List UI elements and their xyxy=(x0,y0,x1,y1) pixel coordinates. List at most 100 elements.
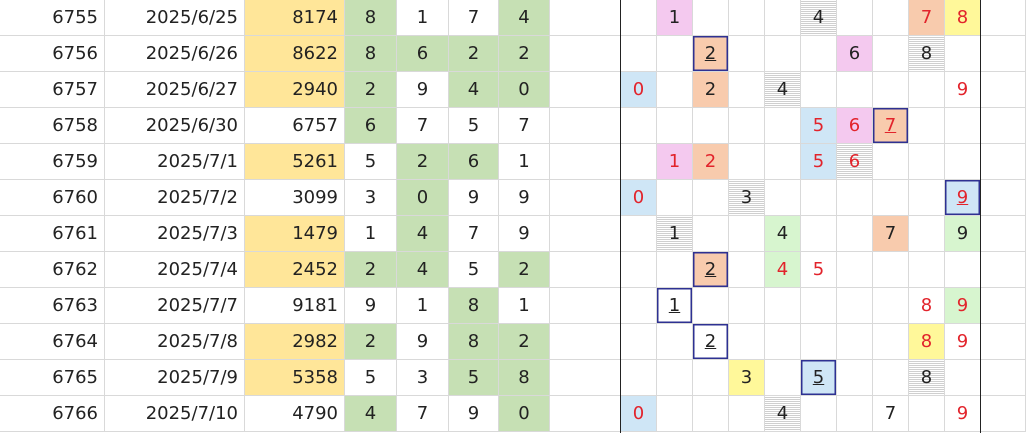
number-cell[interactable]: 4790 xyxy=(245,396,345,432)
grid-empty-cell[interactable] xyxy=(873,36,909,72)
grid-empty-cell[interactable] xyxy=(837,72,873,108)
number-cell[interactable]: 1479 xyxy=(245,216,345,252)
grid-empty-cell[interactable] xyxy=(729,252,765,288)
empty-cell[interactable] xyxy=(981,36,1026,72)
grid-digit-cell[interactable]: 9 xyxy=(945,324,981,360)
grid-empty-cell[interactable] xyxy=(837,360,873,396)
grid-digit-cell[interactable]: 6 xyxy=(837,36,873,72)
grid-empty-cell[interactable] xyxy=(801,216,837,252)
grid-empty-cell[interactable] xyxy=(765,180,801,216)
row-number-cell[interactable]: 6755 xyxy=(0,0,105,36)
digit-cell[interactable]: 1 xyxy=(397,0,449,36)
grid-empty-cell[interactable] xyxy=(729,324,765,360)
empty-cell[interactable] xyxy=(981,396,1026,432)
digit-cell[interactable]: 7 xyxy=(397,396,449,432)
grid-empty-cell[interactable] xyxy=(873,72,909,108)
grid-empty-cell[interactable] xyxy=(621,288,657,324)
grid-empty-cell[interactable] xyxy=(765,144,801,180)
grid-empty-cell[interactable] xyxy=(657,72,693,108)
digit-cell[interactable]: 9 xyxy=(397,72,449,108)
grid-digit-cell[interactable]: 8 xyxy=(945,0,981,36)
grid-empty-cell[interactable] xyxy=(621,360,657,396)
digit-cell[interactable]: 8 xyxy=(345,0,397,36)
grid-empty-cell[interactable] xyxy=(909,252,945,288)
grid-empty-cell[interactable] xyxy=(873,252,909,288)
row-number-cell[interactable]: 6758 xyxy=(0,108,105,144)
digit-cell[interactable]: 4 xyxy=(449,72,499,108)
grid-empty-cell[interactable] xyxy=(693,0,729,36)
grid-empty-cell[interactable] xyxy=(729,288,765,324)
digit-cell[interactable]: 7 xyxy=(397,108,449,144)
digit-cell[interactable]: 2 xyxy=(499,324,550,360)
digit-cell[interactable]: 5 xyxy=(345,360,397,396)
digit-cell[interactable]: 7 xyxy=(499,108,550,144)
grid-digit-cell[interactable]: 3 xyxy=(729,360,765,396)
digit-cell[interactable]: 7 xyxy=(449,216,499,252)
date-cell[interactable]: 2025/6/27 xyxy=(105,72,245,108)
empty-cell[interactable] xyxy=(550,324,621,360)
number-cell[interactable]: 6757 xyxy=(245,108,345,144)
digit-cell[interactable]: 8 xyxy=(449,288,499,324)
digit-cell[interactable]: 8 xyxy=(345,36,397,72)
digit-cell[interactable]: 5 xyxy=(449,108,499,144)
grid-empty-cell[interactable] xyxy=(729,216,765,252)
empty-cell[interactable] xyxy=(550,288,621,324)
grid-empty-cell[interactable] xyxy=(873,360,909,396)
digit-cell[interactable]: 6 xyxy=(397,36,449,72)
grid-empty-cell[interactable] xyxy=(765,108,801,144)
grid-digit-cell[interactable]: 2 xyxy=(693,36,729,72)
grid-empty-cell[interactable] xyxy=(621,0,657,36)
row-number-cell[interactable]: 6759 xyxy=(0,144,105,180)
grid-empty-cell[interactable] xyxy=(621,144,657,180)
grid-digit-cell[interactable]: 8 xyxy=(909,288,945,324)
grid-empty-cell[interactable] xyxy=(945,252,981,288)
empty-cell[interactable] xyxy=(981,288,1026,324)
number-cell[interactable]: 5358 xyxy=(245,360,345,396)
empty-cell[interactable] xyxy=(550,252,621,288)
grid-digit-cell[interactable]: 4 xyxy=(765,72,801,108)
grid-digit-cell[interactable]: 5 xyxy=(801,252,837,288)
row-number-cell[interactable]: 6762 xyxy=(0,252,105,288)
digit-cell[interactable]: 9 xyxy=(449,396,499,432)
date-cell[interactable]: 2025/7/8 xyxy=(105,324,245,360)
grid-empty-cell[interactable] xyxy=(945,36,981,72)
grid-empty-cell[interactable] xyxy=(765,288,801,324)
number-cell[interactable]: 8174 xyxy=(245,0,345,36)
number-cell[interactable]: 8622 xyxy=(245,36,345,72)
grid-empty-cell[interactable] xyxy=(729,144,765,180)
digit-cell[interactable]: 5 xyxy=(449,360,499,396)
grid-empty-cell[interactable] xyxy=(765,0,801,36)
grid-digit-cell[interactable]: 0 xyxy=(621,72,657,108)
grid-digit-cell[interactable]: 8 xyxy=(909,36,945,72)
grid-empty-cell[interactable] xyxy=(945,360,981,396)
digit-cell[interactable]: 1 xyxy=(499,144,550,180)
grid-digit-cell[interactable]: 3 xyxy=(729,180,765,216)
row-number-cell[interactable]: 6760 xyxy=(0,180,105,216)
grid-empty-cell[interactable] xyxy=(621,216,657,252)
grid-empty-cell[interactable] xyxy=(693,216,729,252)
grid-empty-cell[interactable] xyxy=(909,72,945,108)
digit-cell[interactable]: 7 xyxy=(449,0,499,36)
grid-empty-cell[interactable] xyxy=(621,36,657,72)
empty-cell[interactable] xyxy=(981,360,1026,396)
grid-empty-cell[interactable] xyxy=(621,324,657,360)
digit-cell[interactable]: 4 xyxy=(345,396,397,432)
grid-empty-cell[interactable] xyxy=(621,252,657,288)
digit-cell[interactable]: 2 xyxy=(449,36,499,72)
grid-empty-cell[interactable] xyxy=(657,324,693,360)
grid-empty-cell[interactable] xyxy=(909,216,945,252)
grid-empty-cell[interactable] xyxy=(693,360,729,396)
grid-digit-cell[interactable]: 0 xyxy=(621,396,657,432)
grid-empty-cell[interactable] xyxy=(801,180,837,216)
grid-empty-cell[interactable] xyxy=(729,108,765,144)
grid-digit-cell[interactable]: 7 xyxy=(873,396,909,432)
date-cell[interactable]: 2025/7/10 xyxy=(105,396,245,432)
grid-digit-cell[interactable]: 2 xyxy=(693,324,729,360)
grid-empty-cell[interactable] xyxy=(837,0,873,36)
empty-cell[interactable] xyxy=(550,216,621,252)
grid-empty-cell[interactable] xyxy=(657,180,693,216)
grid-digit-cell[interactable]: 8 xyxy=(909,324,945,360)
grid-empty-cell[interactable] xyxy=(837,288,873,324)
grid-digit-cell[interactable]: 0 xyxy=(621,180,657,216)
digit-cell[interactable]: 1 xyxy=(397,288,449,324)
